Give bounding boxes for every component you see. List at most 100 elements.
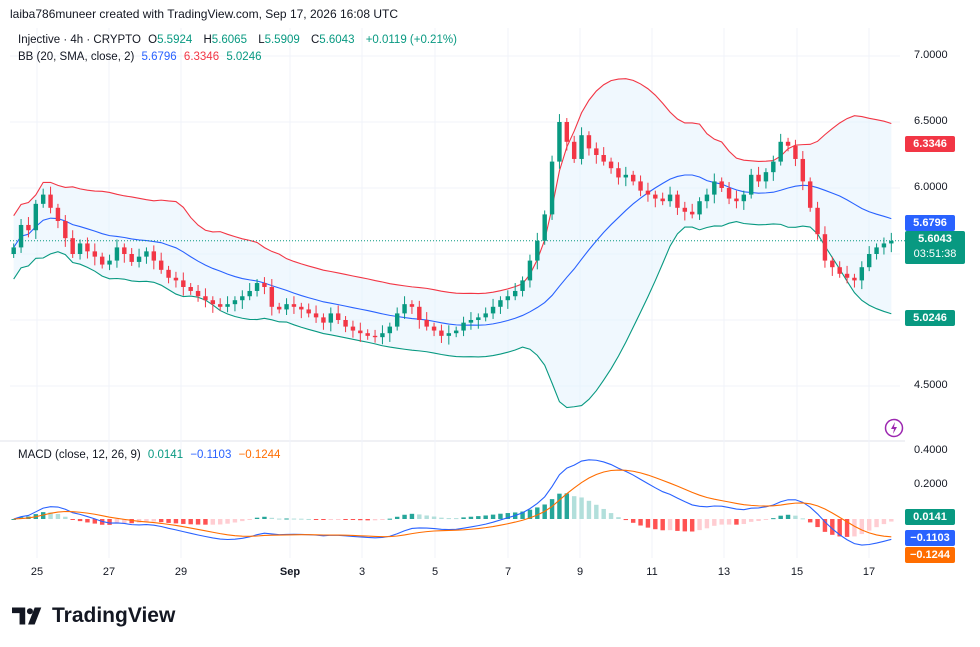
macd-line-tag: −0.1103 [905,530,955,546]
macd-hist-bar [682,519,688,532]
candle-body [203,296,208,301]
macd-hist-bar [689,519,695,532]
candle-body [579,135,584,159]
candle-body [299,306,304,310]
candle-body [601,155,606,162]
candle-body [468,320,474,323]
macd-hist-bar [92,519,98,524]
candle-body [439,330,444,336]
macd-hist-bar [476,516,481,519]
candle-body [394,313,400,327]
macd-hist-bar [85,519,90,523]
bb-basis-line [13,174,892,326]
time-tick-label: 11 [646,566,658,578]
macd-hist-bar [232,519,238,523]
symbol-label[interactable]: Injective · 4h · CRYPTO [18,34,141,46]
macd-hist-bar [181,519,186,524]
macd-hist-bar [210,519,216,525]
candle-body [719,181,724,188]
macd-hist-bar [859,519,865,535]
candle-body [520,280,525,291]
time-tick-label: 5 [431,566,439,578]
macd-hist-bar [372,519,378,521]
macd-hist-bar [70,519,75,520]
last-price-tag: 5.6043 03:51:38 [905,231,965,264]
macd-hist-bar [748,519,754,522]
macd-hist-bar [866,519,872,531]
macd-hist-bar [608,513,614,519]
macd-hist-bar [535,507,540,519]
macd-hist-bar [439,517,444,519]
macd-hist-bar [365,519,370,521]
candles [11,114,894,345]
macd-hist-bar [63,516,68,519]
macd-label[interactable]: MACD (close, 12, 26, 9) [18,449,141,461]
candle-body [571,141,577,159]
candle-body [512,290,518,297]
candle-body [807,181,813,208]
candle-body [217,304,223,307]
last-price-value: 5.6043 [918,233,952,245]
candle-body [195,290,201,297]
alert-icon[interactable] [884,418,904,438]
open-value: 5.5924 [157,34,193,46]
tradingview-logo[interactable]: TradingView [12,604,175,628]
bb-upper-value: 6.3346 [183,51,220,63]
candle-body [874,247,879,254]
macd-hist-tag: 0.0141 [905,509,955,525]
candle-body [158,260,164,270]
macd-hist-bar [498,513,503,519]
candle-body [40,194,46,204]
candle-body [653,194,658,199]
bb-fill [13,78,892,408]
candle-body [77,243,83,254]
candle-body [232,300,238,305]
macd-hist-bar [217,519,223,525]
candle-body [498,300,503,307]
chart-credit: laiba786muneer created with TradingView.… [10,7,399,21]
macd-hist-bar [623,519,629,521]
macd-hist-bar [269,517,275,519]
bb-label[interactable]: BB (20, SMA, close, 2) [18,51,135,63]
candle-body [852,277,857,281]
macd-hist-bar [881,519,887,525]
macd-hist-bar [667,519,673,531]
bb-legend[interactable]: BB (20, SMA, close, 2) 5.6796 6.3346 5.0… [18,51,266,63]
candle-body [446,333,452,336]
bollinger-band [10,78,905,409]
candle-body [638,181,643,191]
macd-hist-bar [579,497,584,519]
candle-body [748,174,754,195]
candle-body [461,322,466,331]
macd-signal-tag: −0.1244 [905,547,955,563]
macd-hist-bar [417,514,422,519]
macd-hist-bar [328,519,334,520]
macd-hist-bar [350,519,356,520]
candle-body [33,203,39,231]
macd-hist-bar [815,519,820,528]
ohlc-legend[interactable]: Injective · 4h · CRYPTO O5.5924 H5.6065 … [18,34,461,46]
time-tick-label: 15 [790,566,804,578]
macd-hist-bar [195,519,201,525]
candle-body [549,161,555,215]
candle-body [188,287,193,291]
macd-hist-bar [424,515,429,519]
macd-hist-bar [771,518,776,520]
macd-hist-bar [520,511,525,519]
macd-hist-bar [837,519,842,537]
candle-body [712,181,717,195]
candle-body [837,267,842,274]
candle-body [18,224,24,248]
macd-hist-bar [276,518,282,520]
candle-body [99,256,105,265]
macd-hist-bar [402,514,407,519]
macd-hist-bar [173,519,179,524]
macd-hist-bar [594,504,599,519]
macd-hist-bar [380,519,385,520]
candle-body [608,161,614,169]
macd-legend[interactable]: MACD (close, 12, 26, 9) 0.0141 −0.1103 −… [18,449,284,461]
macd-hist-bar [734,519,739,525]
macd-hist-bar [55,513,61,519]
candle-body [328,313,334,323]
